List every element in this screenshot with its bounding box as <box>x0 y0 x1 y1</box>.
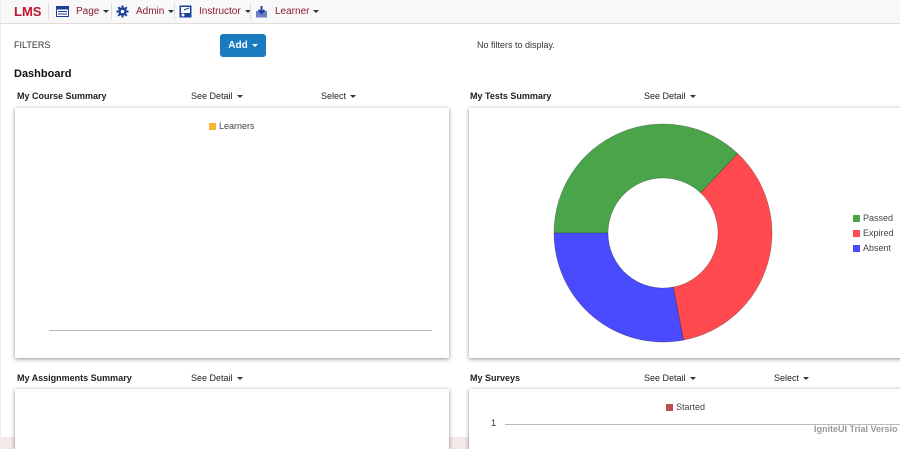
nav-label-page: Page <box>76 6 100 17</box>
surveys-title: My Surveys <box>470 373 521 383</box>
nav-divider <box>111 3 112 20</box>
legend-label-started: Started <box>676 402 706 412</box>
top-navbar: LMS Page Admin Instructor <box>1 0 900 24</box>
chevron-down-icon <box>103 10 110 13</box>
chevron-down-icon <box>168 10 175 13</box>
legend-label-learners: Learners <box>219 121 255 131</box>
surveys-chart-legend: Started <box>666 402 705 412</box>
surveys-select-label: Select <box>774 373 800 383</box>
legend-label: Expired <box>863 228 894 238</box>
donut-slice-expired[interactable] <box>672 153 773 341</box>
course-chart-axis <box>49 330 432 331</box>
legend-swatch <box>209 122 216 130</box>
legend-swatch <box>666 403 673 411</box>
page-icon <box>56 5 69 18</box>
legend-item-expired: Expired <box>853 228 894 238</box>
nav-divider <box>174 3 175 20</box>
surveys-card: Started 1 <box>469 389 900 449</box>
course-select-label: Select <box>321 91 347 101</box>
legend-swatch <box>853 229 860 237</box>
nav-label-admin: Admin <box>136 6 165 17</box>
nav-menu-learner[interactable]: Learner <box>255 0 320 23</box>
course-select-dropdown[interactable]: Select <box>321 91 357 101</box>
legend-swatch <box>853 244 860 252</box>
assignments-see-detail-label: See Detail <box>191 373 233 383</box>
course-see-detail-dropdown[interactable]: See Detail <box>191 91 243 101</box>
surveys-see-detail-label: See Detail <box>644 373 686 383</box>
course-summary-title: My Course Summary <box>17 91 107 101</box>
chevron-down-icon <box>803 377 810 381</box>
legend-swatch <box>853 214 860 222</box>
course-see-detail-label: See Detail <box>191 91 233 101</box>
surveys-see-detail-dropdown[interactable]: See Detail <box>644 373 696 383</box>
course-summary-card: Learners <box>15 108 449 358</box>
course-chart-legend: Learners <box>209 121 255 131</box>
instructor-icon <box>179 5 192 18</box>
nav-label-instructor: Instructor <box>199 6 241 17</box>
nav-menu-page[interactable]: Page <box>56 0 110 23</box>
chevron-down-icon <box>350 95 357 99</box>
nav-menu-admin[interactable]: Admin <box>116 0 175 23</box>
tests-see-detail-label: See Detail <box>644 91 686 101</box>
trial-watermark: IgniteUI Trial Versio <box>814 424 898 434</box>
tests-summary-title: My Tests Summary <box>470 91 552 101</box>
gear-icon <box>116 5 129 18</box>
chevron-down-icon <box>244 10 251 13</box>
chevron-down-icon <box>313 10 320 13</box>
assignments-summary-title: My Assignments Summary <box>17 373 132 383</box>
surveys-axis-tick: 1 <box>491 418 497 428</box>
chevron-down-icon <box>251 44 258 47</box>
chevron-down-icon <box>236 95 243 99</box>
surveys-select-dropdown[interactable]: Select <box>774 373 810 383</box>
donut-slice-passed[interactable] <box>553 123 739 234</box>
tests-summary-card: Passed Expired Absent <box>469 108 900 358</box>
surveys-gridline <box>505 424 900 425</box>
filters-label: FILTERS <box>14 40 51 50</box>
add-button-label: Add <box>228 40 248 51</box>
dashboard-title: Dashboard <box>14 68 72 80</box>
legend-label: Absent <box>863 243 892 253</box>
chevron-down-icon <box>689 377 696 381</box>
assignments-see-detail-dropdown[interactable]: See Detail <box>191 373 243 383</box>
tests-see-detail-dropdown[interactable]: See Detail <box>644 91 696 101</box>
nav-divider <box>250 3 251 20</box>
legend-label: Passed <box>863 213 894 223</box>
learner-icon <box>255 5 268 18</box>
chevron-down-icon <box>689 95 696 99</box>
tests-donut-chart <box>553 123 773 343</box>
legend-item-absent: Absent <box>853 243 891 253</box>
no-filters-text: No filters to display. <box>477 40 555 50</box>
assignments-summary-card <box>15 389 449 449</box>
chevron-down-icon <box>236 377 243 381</box>
add-filter-button[interactable]: Add <box>220 34 266 57</box>
legend-item-passed: Passed <box>853 213 893 223</box>
nav-label-learner: Learner <box>275 6 310 17</box>
nav-divider <box>48 3 49 20</box>
nav-menu-instructor[interactable]: Instructor <box>179 0 251 23</box>
brand-logo[interactable]: LMS <box>14 4 42 19</box>
donut-slice-absent[interactable] <box>553 232 684 343</box>
